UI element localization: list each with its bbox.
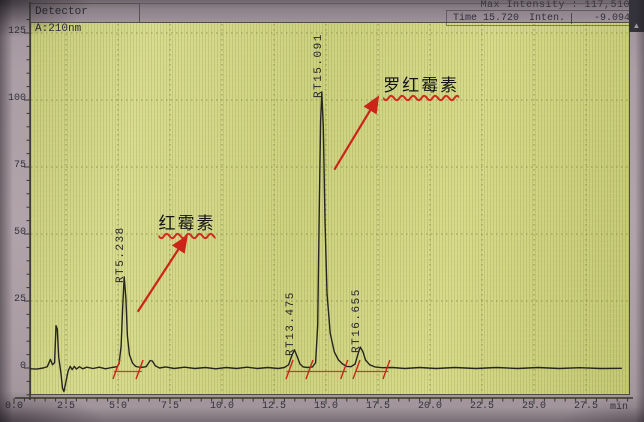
integration-mark: [352, 359, 361, 380]
x-tick-label: 7.5: [160, 401, 179, 412]
inten-label: Inten.: [529, 12, 566, 24]
peak-rt-label: RT16.655: [351, 288, 364, 354]
x-tick-label: 15.0: [313, 401, 338, 412]
x-tick-label: 22.5: [469, 401, 494, 412]
time-label: Time 15.720: [453, 12, 520, 24]
integration-mark: [135, 359, 144, 380]
integration-mark: [112, 359, 121, 380]
annotation-label: 罗红霉素: [383, 75, 460, 96]
annotation-arrow: [333, 95, 380, 171]
inten-value: -9.094: [571, 12, 633, 24]
detector-label: Detector A:210nm: [30, 3, 140, 35]
x-tick-label: 0.0: [4, 401, 23, 412]
x-tick-label: 17.5: [365, 401, 390, 412]
annotation-arrow: [136, 234, 188, 313]
scroll-up-icon[interactable]: ▲: [632, 21, 641, 30]
x-axis-unit-label: min: [610, 402, 629, 413]
y-tick-label: 0: [19, 361, 26, 372]
peak-rt-label: RT5.238: [115, 226, 128, 283]
y-tick-label: 50: [13, 227, 26, 238]
x-tick-label: 20.0: [417, 401, 442, 412]
x-tick-label: 27.5: [573, 401, 598, 412]
annotation-label: 红霉素: [158, 213, 216, 234]
x-tick-label: 10.0: [209, 401, 234, 412]
x-tick-label: 12.5: [261, 401, 286, 412]
integration-mark: [305, 359, 314, 380]
y-tick-label: 125: [7, 26, 26, 37]
x-tick-label: 2.5: [56, 401, 75, 412]
peak-rt-label: RT13.475: [285, 290, 298, 356]
integration-mark: [382, 359, 391, 380]
x-tick-label: 25.0: [521, 401, 546, 412]
scrollbar[interactable]: ▲: [629, 0, 644, 32]
x-tick-label: 5.0: [108, 401, 127, 412]
peak-rt-label: RT15.091: [312, 33, 325, 98]
time-inten-row: Time 15.720 Inten. -9.094: [446, 10, 634, 26]
y-tick-label: 75: [13, 160, 26, 171]
y-tick-label: 100: [7, 93, 26, 104]
y-tick-label: 25: [13, 294, 26, 305]
